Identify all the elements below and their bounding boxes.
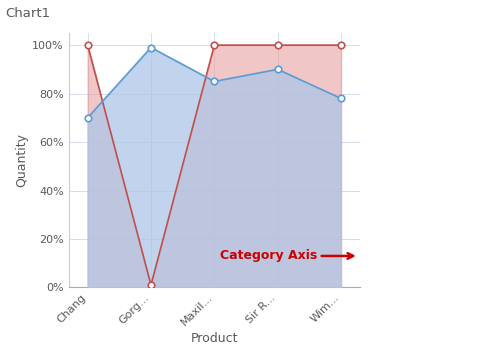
Y-axis label: Quantity: Quantity bbox=[15, 133, 28, 187]
Point bbox=[84, 42, 92, 48]
Point bbox=[337, 95, 345, 101]
Text: Category Axis: Category Axis bbox=[220, 249, 317, 262]
Point bbox=[274, 67, 281, 72]
Point bbox=[210, 42, 218, 48]
Point bbox=[84, 115, 92, 121]
Point bbox=[147, 45, 155, 50]
Point bbox=[210, 78, 218, 84]
Point bbox=[274, 42, 281, 48]
Point bbox=[147, 282, 155, 288]
Point bbox=[337, 42, 345, 48]
Text: Chart1: Chart1 bbox=[5, 7, 50, 20]
X-axis label: Product: Product bbox=[190, 332, 238, 345]
